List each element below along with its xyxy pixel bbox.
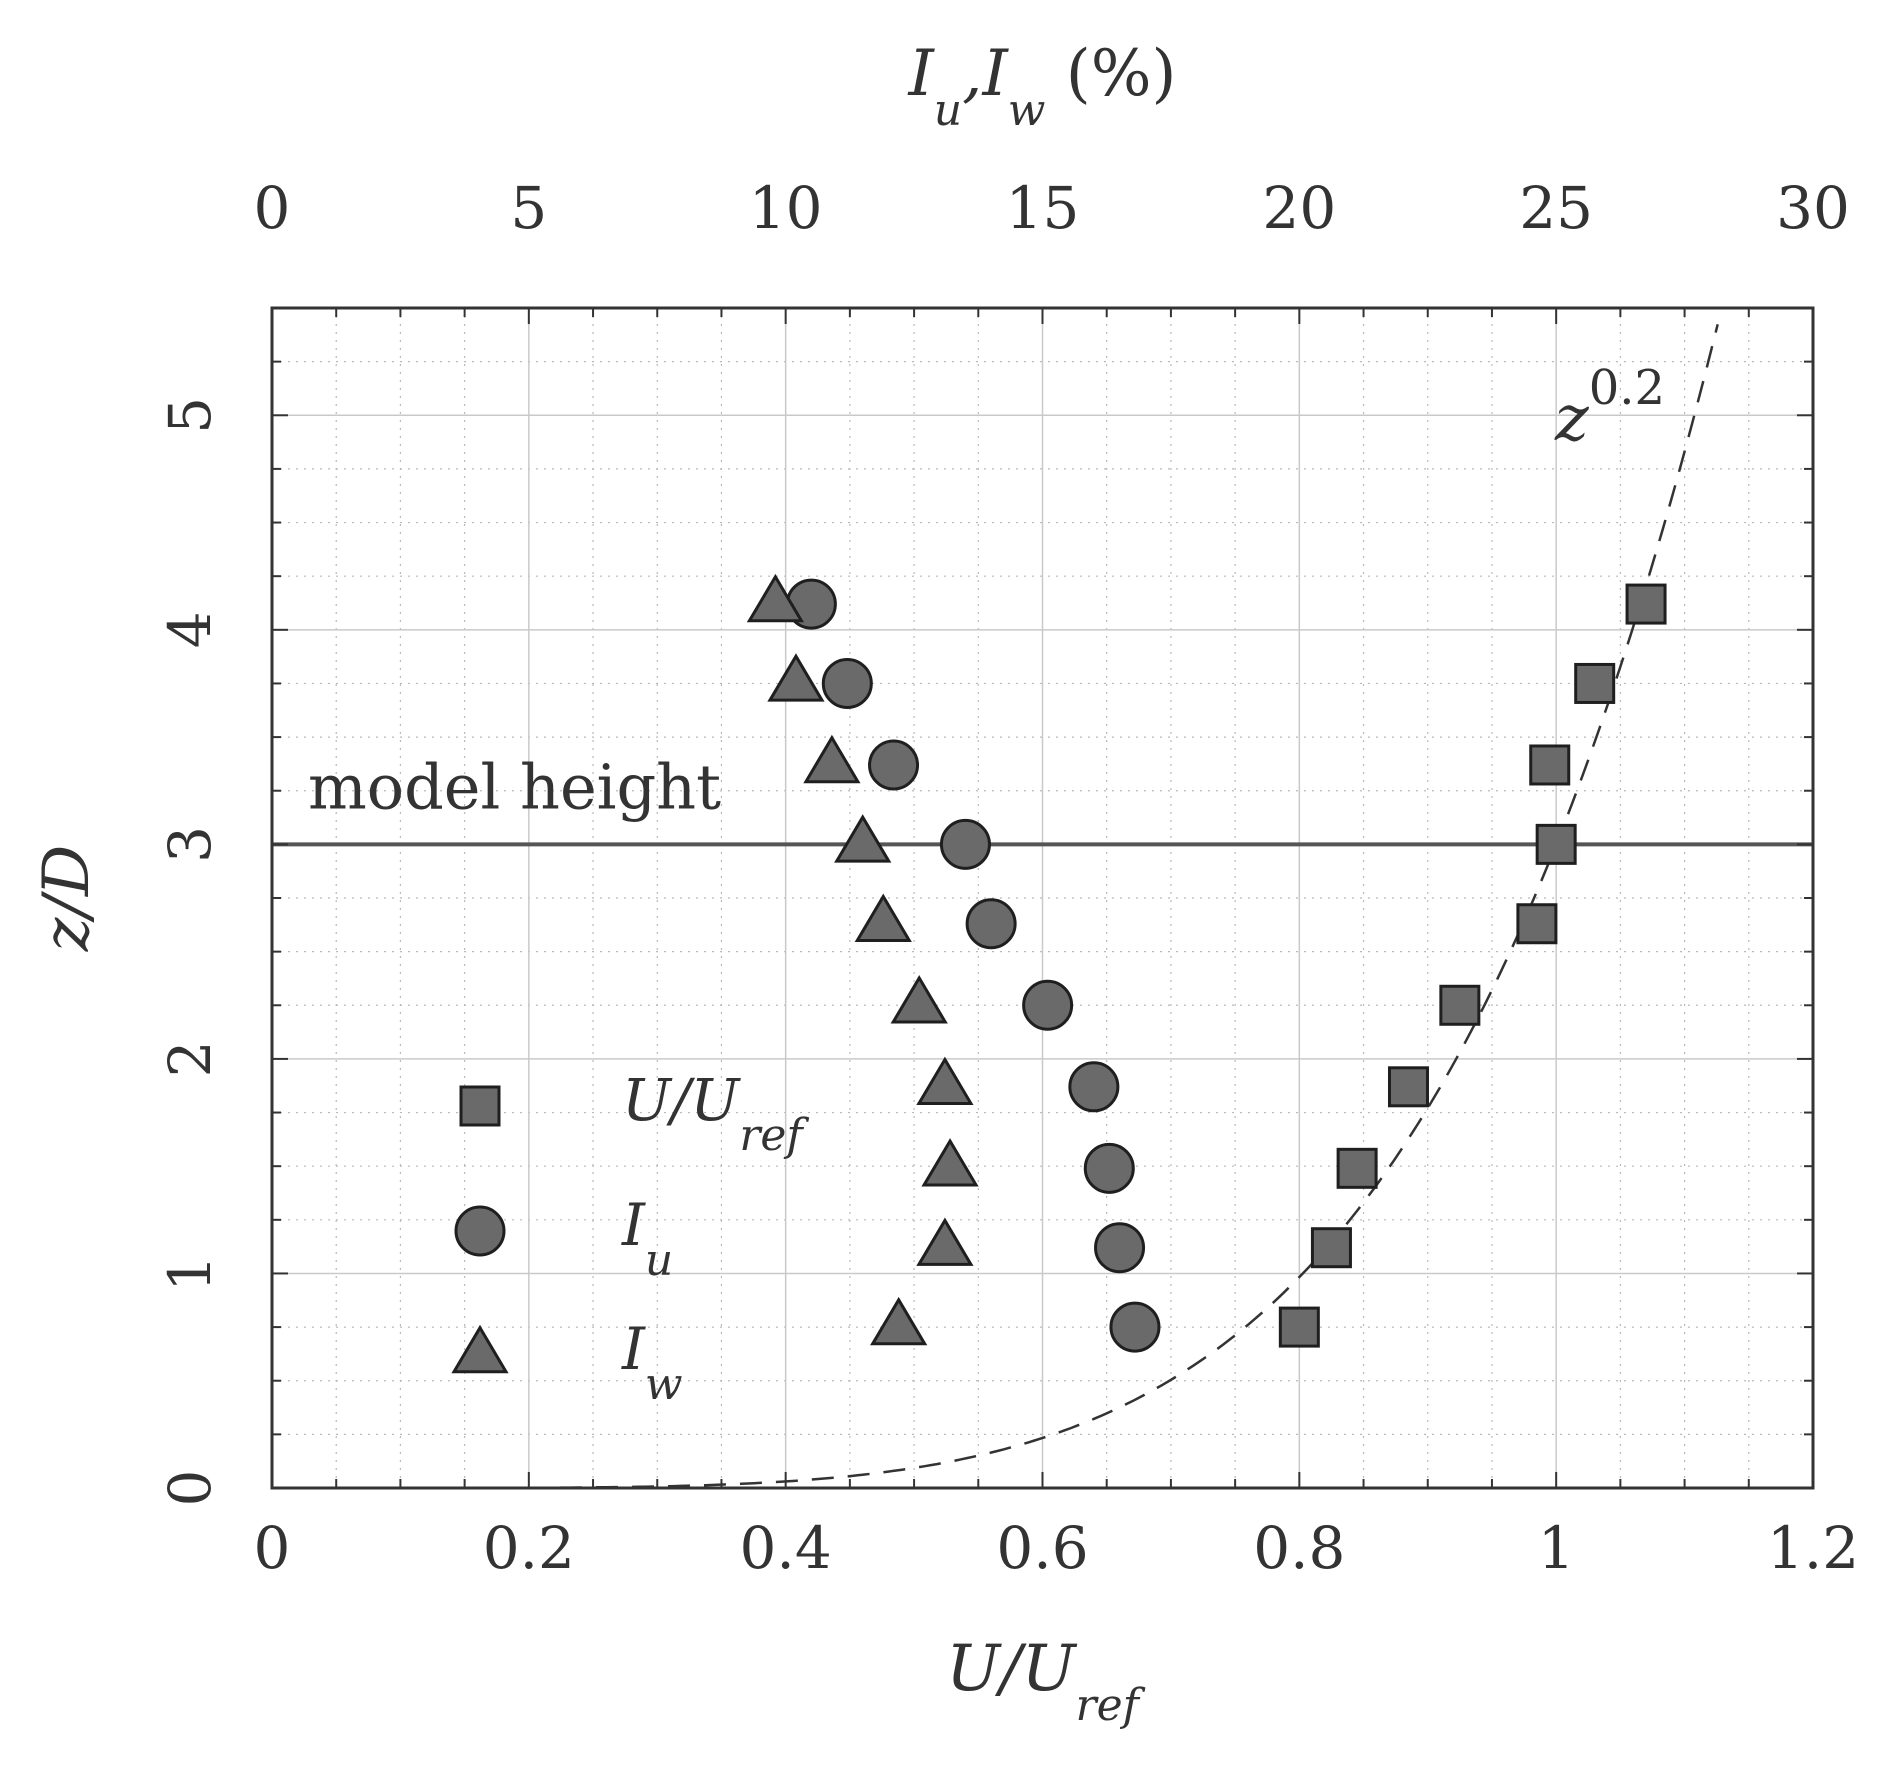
data-markers [746,573,1667,1353]
square-point-U/U-ref [1625,583,1667,625]
y-tick-label: 0 [156,1470,224,1507]
x2-title-subscript-u: u [934,85,962,136]
fit-curve-layer: z0.2 [272,323,1719,1490]
y-tick-label: 3 [156,826,224,863]
triangle-point-I-w [890,975,948,1024]
y-tick-label: 4 [156,611,224,648]
circle-point-I-u [1094,1222,1146,1274]
triangle-point-I-w [803,734,861,784]
fit-curve-label-base: z [1554,382,1590,456]
x-tick-label: 0.2 [483,1514,575,1582]
x-tick-label: 1.2 [1767,1514,1859,1582]
square-point-U/U-ref [1336,1147,1378,1189]
x2-tick-label: 20 [1262,174,1336,242]
legend-triangle-swatch [451,1324,509,1374]
x-tick-label: 0.8 [1253,1514,1345,1582]
circle-point-I-u [1068,1061,1120,1113]
circle-point-I-u [1083,1142,1135,1194]
x-tick-label: 0 [254,1514,291,1582]
x-tick-label: 0.6 [996,1514,1088,1582]
x2-title-suffix: (%) [1045,37,1176,111]
legend-label-circle: Iu [621,1191,673,1286]
square-point-U/U-ref [1529,744,1571,786]
circle-point-I-u [965,898,1017,950]
triangle-point-I-w [870,1296,928,1346]
x-axis-title-subscript: ref [1076,1680,1146,1731]
square-point-U/U-ref [1310,1227,1352,1269]
circle-point-I-u [1022,979,1074,1031]
square-point-U/U-ref [1387,1066,1429,1108]
legend-label-subscript: w [645,1359,683,1410]
circle-point-I-u [821,657,873,709]
x-tick-label: 1 [1538,1514,1575,1582]
square-point-U/U-ref [1516,903,1558,945]
triangle-point-I-w [854,893,912,942]
triangle-point-I-w [916,1217,974,1266]
legend-label-subscript: u [645,1235,673,1286]
tick-labels: 0 0.2 0.4 0.6 0.8 1 1.2 0 5 10 15 20 25 30 0 1 2 3 4 5 [156,174,1859,1582]
circle-point-I-u [939,818,991,870]
triangle-point-I-w [767,653,825,702]
legend-label-subscript: ref [739,1110,809,1161]
square-point-U/U-ref [1535,823,1577,865]
legend-label-triangle: Iw [621,1315,683,1410]
triangle-point-I-w [834,814,892,863]
x2-title-mid: ,I [962,37,1009,111]
legend-label-main: I [621,1315,646,1383]
legend-label-main: U/U [622,1066,741,1134]
x2-tick-label: 10 [749,174,823,242]
triangle-point-I-w [916,1056,974,1106]
y-tick-label: 1 [156,1255,224,1292]
square-point-U/U-ref [1574,662,1616,704]
fit-curve-z-0.2 [272,323,1719,1490]
square-point-U/U-ref [1439,984,1481,1026]
x-axis-title-main: U/U [946,1632,1078,1706]
legend-square-swatch [459,1085,501,1127]
x-axis-title: U/Uref [946,1632,1146,1731]
y-tick-label: 2 [156,1040,224,1077]
x2-axis-title: Iu,Iw (%) [907,37,1176,136]
triangle-point-I-w [921,1138,979,1187]
circle-point-I-u [868,739,920,791]
x-tick-label: 0.4 [740,1514,832,1582]
y-tick-label: 5 [156,397,224,434]
x2-tick-label: 0 [254,174,291,242]
x2-tick-label: 5 [510,174,547,242]
triangle-point-I-w [746,573,805,623]
legend-label-square: U/Uref [622,1066,809,1161]
x2-tick-label: 30 [1776,174,1850,242]
square-point-U/U-ref [1278,1306,1320,1348]
x2-title-subscript-w: w [1008,85,1046,136]
fit-curve-label-exponent: 0.2 [1589,360,1665,416]
model-height-label: model height [308,750,721,823]
fit-curve-label: z0.2 [1554,360,1665,456]
x2-tick-label: 15 [1006,174,1080,242]
x2-title-main: I [907,37,935,111]
circle-point-I-u [1109,1301,1161,1353]
legend-label-main: I [621,1191,646,1259]
legend-circle-swatch [454,1205,506,1257]
x2-tick-label: 25 [1519,174,1593,242]
y-axis-title: z/D [30,845,104,953]
